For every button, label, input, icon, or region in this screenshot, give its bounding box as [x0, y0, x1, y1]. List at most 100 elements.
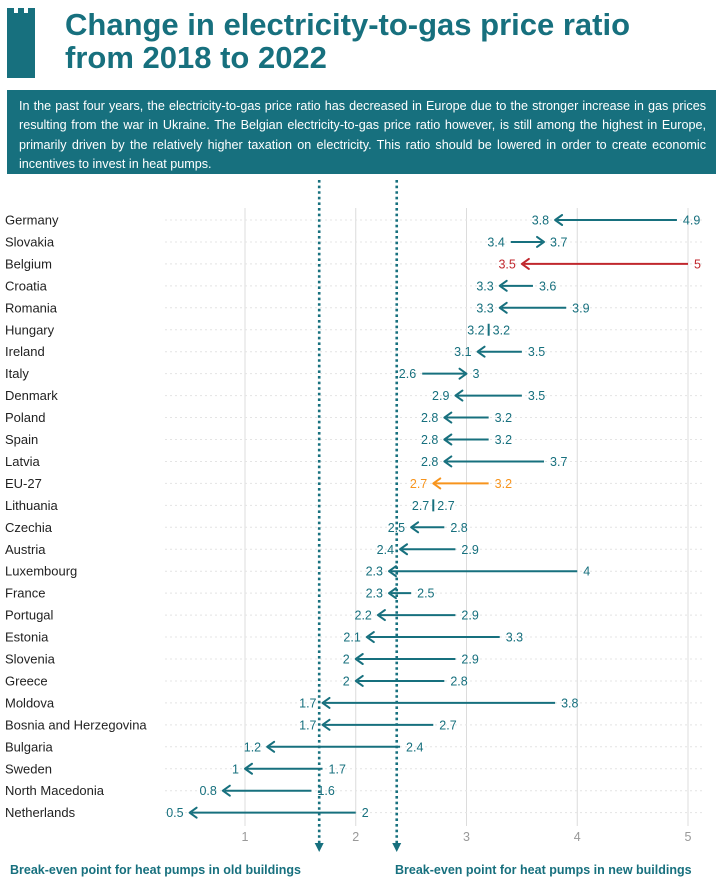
arrowhead-icon — [399, 543, 409, 556]
value-label-2018-estonia: 3.3 — [506, 631, 523, 645]
arrowhead-icon — [266, 740, 276, 753]
value-label-2022-germany: 3.8 — [532, 214, 549, 228]
reference-label-old-buildings: Break-even point for heat pumps in old b… — [10, 863, 301, 877]
country-label-denmark: Denmark — [5, 388, 58, 403]
value-label-2018-belgium: 5 — [694, 257, 701, 271]
value-label-2022-slovakia: 3.7 — [550, 235, 567, 249]
country-label-slovenia: Slovenia — [5, 652, 56, 667]
arrowhead-icon — [410, 521, 420, 534]
value-label-2018-latvia: 3.7 — [550, 455, 567, 469]
value-label-2022-ireland: 3.1 — [454, 345, 471, 359]
value-label-2018-spain: 3.2 — [495, 433, 512, 447]
country-label-lithuania: Lithuania — [5, 498, 59, 513]
arrowhead-icon — [432, 477, 442, 490]
value-label-2022-moldova: 1.7 — [299, 696, 316, 710]
value-label-2018-eu-27: 3.2 — [495, 477, 512, 491]
value-label-2018-croatia: 3.6 — [539, 279, 556, 293]
value-label-2018-lithuania: 2.7 — [437, 499, 454, 513]
arrowhead-icon — [354, 653, 364, 665]
arrowhead-icon — [443, 433, 453, 446]
country-label-bulgaria: Bulgaria — [5, 739, 53, 754]
country-label-ireland: Ireland — [5, 344, 45, 359]
value-label-2022-hungary: 3.2 — [467, 323, 484, 337]
value-label-2022-eu-27: 2.7 — [410, 477, 427, 491]
value-label-2018-portugal: 2.9 — [461, 609, 478, 623]
value-label-2022-romania: 3.3 — [476, 301, 493, 315]
country-label-latvia: Latvia — [5, 454, 40, 469]
arrowhead-icon — [454, 389, 464, 402]
value-label-2022-austria: 2.4 — [377, 543, 394, 557]
price-ratio-chart: 1 2 3 4 5 Germany 4.9 3.8 Slovakia 3.4 3.7 Belgium 5… — [5, 180, 705, 852]
country-label-italy: Italy — [5, 366, 29, 381]
value-label-2018-poland: 3.2 — [495, 411, 512, 425]
value-label-2018-bosnia-and-herzegovina: 2.7 — [439, 718, 456, 732]
value-label-2022-netherlands: 0.5 — [166, 806, 183, 820]
arrowhead-icon — [554, 214, 564, 226]
value-label-2022-czechia: 2.5 — [388, 521, 405, 535]
arrowhead-icon — [354, 674, 364, 687]
arrowhead-icon — [244, 762, 253, 775]
value-label-2018-luxembourg: 4 — [583, 565, 590, 579]
value-label-2022-bulgaria: 1.2 — [244, 740, 261, 754]
arrowhead-icon — [365, 631, 375, 644]
value-label-2018-denmark: 3.5 — [528, 389, 545, 403]
country-label-germany: Germany — [5, 213, 59, 228]
arrowhead-icon — [321, 718, 331, 731]
arrowhead-icon — [498, 301, 508, 314]
country-label-france: France — [5, 586, 45, 601]
country-label-belgium: Belgium — [5, 256, 52, 271]
value-label-2022-france: 2.3 — [366, 587, 383, 601]
value-label-2022-denmark: 2.9 — [432, 389, 449, 403]
arrowhead-icon — [387, 565, 397, 578]
x-tick-label: 4 — [574, 830, 581, 844]
page-title: Change in electricity-to-gas price ratio… — [65, 8, 705, 74]
value-label-2022-luxembourg: 2.3 — [366, 565, 383, 579]
value-label-2018-greece: 2.8 — [450, 674, 467, 688]
value-label-2022-italy: 3 — [473, 367, 480, 381]
country-label-spain: Spain — [5, 432, 38, 447]
value-label-2018-slovenia: 2.9 — [461, 653, 478, 667]
value-label-2022-latvia: 2.8 — [421, 455, 438, 469]
country-label-bosnia-and-herzegovina: Bosnia and Herzegovina — [5, 717, 147, 732]
tower-logo-icon — [7, 8, 35, 78]
value-label-2018-north-macedonia: 1.6 — [317, 784, 334, 798]
value-label-2022-lithuania: 2.7 — [412, 499, 429, 513]
value-label-2022-estonia: 2.1 — [343, 631, 360, 645]
arrowhead-icon — [221, 784, 231, 797]
reference-arrowhead-icon — [392, 843, 402, 852]
value-label-2018-ireland: 3.5 — [528, 345, 545, 359]
value-label-2018-hungary: 3.2 — [493, 323, 510, 337]
country-label-hungary: Hungary — [5, 322, 55, 337]
value-label-2018-netherlands: 2 — [362, 806, 369, 820]
title-line-2: from 2018 to 2022 — [65, 40, 327, 75]
x-tick-label: 3 — [463, 830, 470, 844]
x-tick-label: 1 — [242, 830, 249, 844]
country-label-greece: Greece — [5, 673, 48, 688]
title-line-1: Change in electricity-to-gas price ratio — [65, 7, 631, 42]
country-label-czechia: Czechia — [5, 520, 53, 535]
arrowhead-icon — [520, 257, 530, 270]
value-label-2022-sweden: 1 — [232, 762, 239, 776]
value-label-2022-portugal: 2.2 — [355, 609, 372, 623]
reference-arrowhead-icon — [314, 843, 324, 852]
value-label-2018-austria: 2.9 — [461, 543, 478, 557]
country-label-north-macedonia: North Macedonia — [5, 783, 105, 798]
arrowhead-icon — [476, 345, 486, 358]
arrowhead-icon — [536, 235, 546, 248]
x-tick-label: 5 — [685, 830, 692, 844]
value-label-2022-spain: 2.8 — [421, 433, 438, 447]
country-label-croatia: Croatia — [5, 278, 48, 293]
arrowhead-icon — [443, 411, 453, 424]
arrowhead-icon — [498, 279, 508, 292]
arrowhead-icon — [387, 587, 397, 600]
value-label-2018-germany: 4.9 — [683, 214, 700, 228]
value-label-2018-france: 2.5 — [417, 587, 434, 601]
value-label-2018-romania: 3.9 — [572, 301, 589, 315]
country-label-romania: Romania — [5, 300, 58, 315]
arrowhead-icon — [376, 609, 386, 622]
country-label-slovakia: Slovakia — [5, 234, 55, 249]
description-text: In the past four years, the electricity-… — [19, 99, 706, 172]
description-banner: In the past four years, the electricity-… — [7, 90, 716, 174]
country-label-sweden: Sweden — [5, 761, 52, 776]
value-label-2022-croatia: 3.3 — [476, 279, 493, 293]
